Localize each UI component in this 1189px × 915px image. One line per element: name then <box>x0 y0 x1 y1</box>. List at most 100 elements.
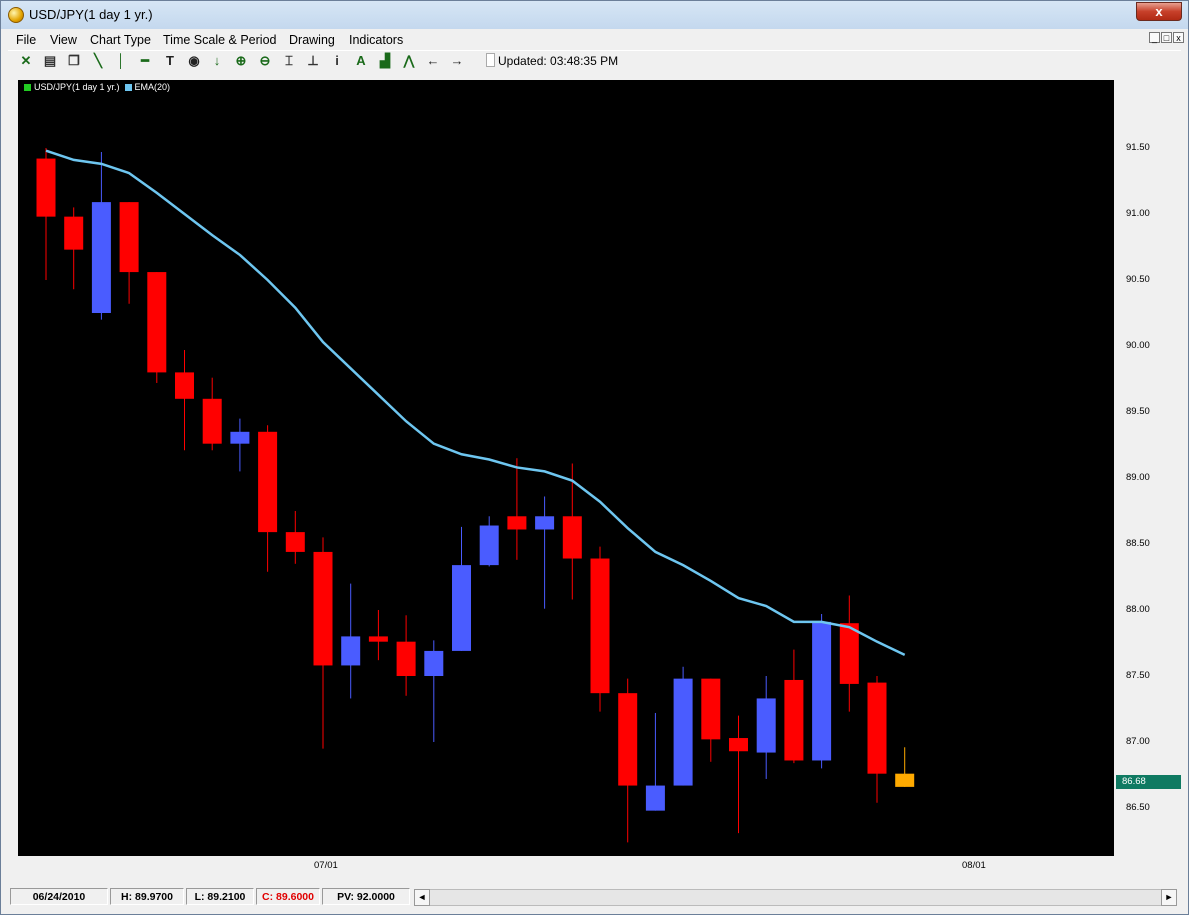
candle <box>396 615 416 696</box>
x-tick-label: 08/01 <box>962 860 986 871</box>
candle-body <box>701 678 721 740</box>
menu-indicators[interactable]: Indicators <box>349 33 404 47</box>
fit-icon[interactable]: ⌶ <box>285 53 293 68</box>
zoom-out-icon[interactable]: ⊖ <box>259 53 271 68</box>
candle <box>839 595 859 712</box>
candle <box>368 610 388 661</box>
candle-body <box>479 525 499 566</box>
scroll-left-button[interactable]: ◄ <box>414 889 430 906</box>
candle-body <box>812 621 832 761</box>
last-price-marker: 86.68 <box>1116 775 1181 789</box>
menu-bar: File View Chart Type Time Scale & Period… <box>8 30 1181 50</box>
candle <box>812 613 832 769</box>
candle-body <box>36 158 56 217</box>
arrow-down-icon[interactable]: ↓ <box>213 53 221 68</box>
app-logo-icon <box>8 7 24 23</box>
y-tick-label: 89.00 <box>1126 472 1150 483</box>
candle <box>285 511 305 564</box>
candle-body <box>729 738 748 752</box>
mdi-controls: _ □ x <box>1148 30 1184 44</box>
candle-body <box>147 272 167 373</box>
legend-ema-label: EMA(20) <box>134 82 171 92</box>
candle-body <box>673 678 693 786</box>
baseline-icon[interactable]: ⊥ <box>307 53 319 68</box>
target-icon[interactable]: ◉ <box>188 53 200 68</box>
menu-drawing[interactable]: Drawing <box>289 33 335 47</box>
legend-swatch-ema <box>124 84 132 92</box>
y-tick-label: 86.50 <box>1126 802 1150 813</box>
candle-body <box>230 431 250 444</box>
bar-chart-icon[interactable]: ▟ <box>380 53 390 68</box>
print-icon[interactable]: ▤ <box>43 53 57 68</box>
info-icon[interactable]: i <box>335 53 339 68</box>
candle-body <box>895 773 915 787</box>
y-tick-label: 91.00 <box>1126 208 1150 219</box>
candle-body <box>202 398 222 444</box>
candle-body <box>507 516 527 530</box>
status-low: L: 89.2100 <box>186 888 254 905</box>
candle <box>341 583 361 699</box>
menu-chart-type[interactable]: Chart Type <box>90 33 151 47</box>
y-tick-label: 87.50 <box>1126 670 1150 681</box>
candle-body <box>784 679 804 761</box>
candle <box>507 458 527 560</box>
close-child-button[interactable]: x <box>1173 32 1184 43</box>
vertical-line-icon[interactable]: │ <box>116 53 126 68</box>
candle <box>91 151 111 320</box>
restore-child-button[interactable]: □ <box>1161 32 1172 43</box>
candle-body <box>424 650 444 676</box>
candle-body <box>590 558 610 694</box>
line-tool-icon[interactable]: ╲ <box>94 53 102 68</box>
candle-body <box>839 623 859 684</box>
candle <box>313 537 333 749</box>
candle-body <box>175 372 194 399</box>
candle-body <box>535 516 555 530</box>
horizontal-line-icon[interactable]: ━ <box>141 53 149 68</box>
candle <box>784 649 804 764</box>
y-tick-label: 89.50 <box>1126 406 1150 417</box>
minimize-child-button[interactable]: _ <box>1149 32 1160 43</box>
candle-body <box>258 431 278 533</box>
candle <box>673 666 693 786</box>
horizontal-scrollbar[interactable] <box>430 889 1161 906</box>
candle <box>590 546 610 712</box>
candle <box>202 377 222 451</box>
plot-area[interactable] <box>18 80 1114 856</box>
candle-body <box>91 202 111 313</box>
candle <box>618 678 638 843</box>
candle <box>36 148 56 280</box>
ema-line <box>45 149 906 657</box>
candle-body <box>645 785 665 811</box>
candle <box>701 678 721 762</box>
scroll-right-button[interactable]: ► <box>1161 889 1177 906</box>
left-arrow-icon[interactable]: ← <box>426 53 440 68</box>
zoom-in-icon[interactable]: ⊕ <box>235 53 247 68</box>
candle <box>147 272 167 383</box>
candle <box>895 747 915 787</box>
candle <box>230 418 250 472</box>
copy-icon[interactable]: ❐ <box>68 53 80 68</box>
text-tool-icon[interactable]: T <box>166 53 174 68</box>
candle-body <box>452 565 471 651</box>
legend-swatch-price <box>24 84 31 92</box>
candle <box>119 202 139 304</box>
status-pv: PV: 92.0000 <box>322 888 410 905</box>
candle-body <box>618 693 638 786</box>
candle-body <box>341 636 361 666</box>
right-arrow-icon[interactable]: → <box>450 53 464 68</box>
status-high: H: 89.9700 <box>110 888 184 905</box>
close-button[interactable]: x <box>1136 2 1182 21</box>
candle <box>867 676 887 803</box>
crosshair-icon[interactable]: ✕ <box>20 53 32 68</box>
menu-view[interactable]: View <box>50 33 77 47</box>
y-tick-label: 90.00 <box>1126 340 1150 351</box>
candle-body <box>64 216 84 250</box>
font-icon[interactable]: A <box>356 53 366 68</box>
candle <box>479 516 499 567</box>
line-chart-icon[interactable]: ⋀ <box>403 53 415 68</box>
candle-body <box>368 636 388 642</box>
title-bar[interactable]: USD/JPY(1 day 1 yr.) x <box>1 1 1188 29</box>
menu-file[interactable]: File <box>16 33 37 47</box>
menu-time-scale[interactable]: Time Scale & Period <box>163 33 277 47</box>
status-date: 06/24/2010 <box>10 888 108 905</box>
